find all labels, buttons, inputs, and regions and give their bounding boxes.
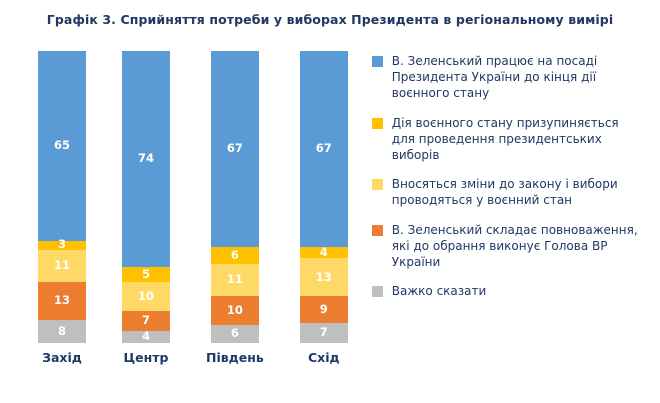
chart-title: Графік 3. Сприйняття потреби у виборах П… [46,12,614,27]
bar-segment: 10 [122,281,170,311]
legend-label: Важко сказати [391,284,487,299]
data-label: 11 [53,257,70,272]
stacked-bar: 67 4 13 9 7 [299,51,348,343]
chart-content: 65 3 11 13 8 Захід 74 5 10 7 4 Центр 67 6 11 10 6 Південь… [0,51,660,365]
bar-segment: 11 [38,249,86,282]
legend-label: В. Зеленський працює на посаді Президент… [391,54,598,101]
bar-segment: 65 [38,51,86,241]
bar-segment: 6 [210,246,259,265]
legend-swatch [371,286,383,298]
data-label: 4 [141,329,150,344]
bar-area: 65 3 11 13 8 Захід 74 5 10 7 4 Центр 67 6 11 10 6 Південь… [38,51,348,365]
legend-item: Дія воєнного стану призупиняється для пр… [371,115,644,164]
bar-segment: 67 [299,51,348,247]
bar-segment: 11 [210,264,259,297]
legend-label: Дія воєнного стану призупиняється для пр… [391,115,619,162]
bar-segment: 7 [299,322,348,343]
category-label: Захід [42,350,82,365]
legend-swatch [371,179,383,191]
bar-segment: 6 [210,325,259,343]
data-label: 10 [137,288,154,303]
legend-item: В. Зеленський складає повноваження, які … [371,222,644,271]
data-label: 8 [57,323,66,338]
stacked-bar: 65 3 11 13 8 [38,51,86,343]
legend-label: Вносяться зміни до закону і вибори прово… [391,177,618,208]
bar-segment: 3 [38,237,86,252]
data-label: 74 [137,151,154,166]
category-label: Схід [307,350,340,365]
bar-segment: 8 [38,319,86,343]
bar-segment: 4 [122,331,170,343]
bar-segment: 7 [122,310,170,332]
data-label: 6 [230,247,239,262]
data-label: 65 [53,138,70,153]
data-label: 7 [141,313,150,328]
bar-segment: 74 [122,51,170,268]
data-label: 67 [315,141,332,156]
bar-segment: 67 [210,51,259,247]
bar-column: 74 5 10 7 4 Центр [122,51,170,365]
legend: В. Зеленський працює на посаді Президент… [371,51,644,299]
data-label: 4 [319,244,328,259]
data-label: 10 [226,303,243,318]
bar-segment: 9 [299,296,348,323]
data-label: 7 [319,324,328,339]
bar-segment: 10 [210,296,259,326]
bar-segment: 13 [299,258,348,297]
bar-segment: 4 [299,244,348,259]
category-label: Центр [123,350,169,365]
bar-segment: 5 [122,267,170,282]
legend-item: Важко сказати [371,283,644,299]
data-label: 6 [230,326,239,341]
data-label: 5 [141,266,150,281]
bar-column: 67 4 13 9 7 Схід [299,51,348,365]
data-label: 9 [319,301,328,316]
data-label: 13 [53,292,70,307]
legend-item: Вносяться зміни до закону і вибори прово… [371,176,644,208]
bar-segment: 13 [38,281,86,320]
bar-column: 67 6 11 10 6 Південь [206,51,264,365]
legend-swatch [371,117,383,129]
legend-item: В. Зеленський працює на посаді Президент… [371,53,644,102]
legend-swatch [371,56,383,67]
data-label: 13 [315,269,332,284]
data-label: 3 [57,237,66,252]
category-label: Південь [206,350,264,365]
legend-label: В. Зеленський складає повноваження, які … [391,222,638,269]
bar-column: 65 3 11 13 8 Захід [38,51,86,365]
stacked-bar: 67 6 11 10 6 [210,51,259,343]
legend-swatch [371,224,383,236]
stacked-bar: 74 5 10 7 4 [122,51,170,343]
data-label: 11 [226,272,243,287]
data-label: 67 [226,141,243,156]
